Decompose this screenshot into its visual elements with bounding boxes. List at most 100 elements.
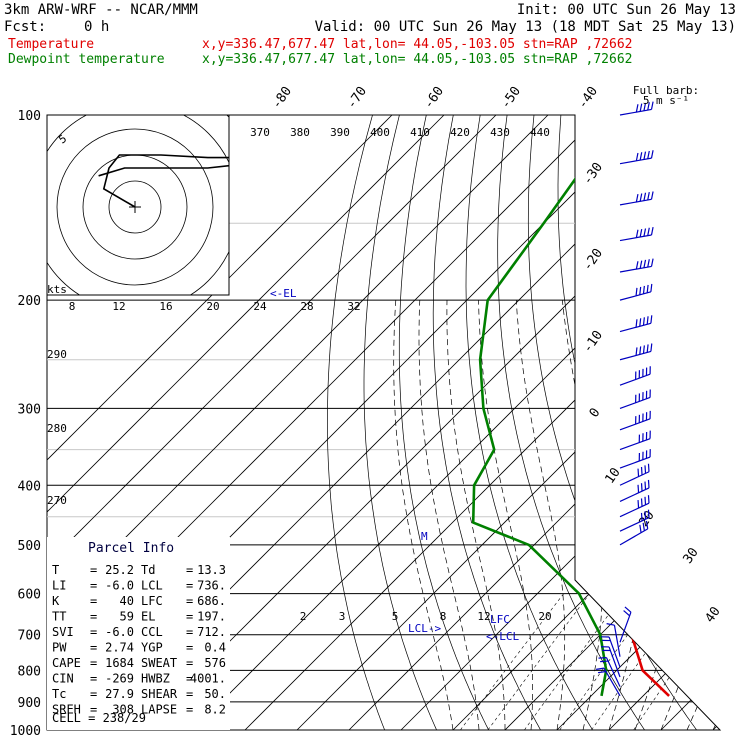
dry-adiabat-line bbox=[669, 115, 740, 730]
wind-barb bbox=[620, 315, 652, 331]
parcel-info-cell: = bbox=[186, 656, 193, 670]
wind-barb-flag bbox=[642, 467, 643, 475]
wind-barb bbox=[620, 259, 653, 272]
moist-adiabat-line bbox=[713, 300, 740, 730]
wind-barb-flag bbox=[647, 285, 648, 293]
wind-barb-flag bbox=[640, 525, 641, 533]
pressure-tick-label: 200 bbox=[18, 294, 41, 309]
theta-label: 370 bbox=[250, 126, 270, 139]
parcel-info-cell: SVI bbox=[52, 625, 74, 639]
dry-adiabat-line bbox=[696, 115, 740, 730]
wind-barb-flag bbox=[648, 495, 649, 503]
hodograph-kts-label: kts bbox=[47, 283, 67, 296]
dry-adiabat-line bbox=[364, 115, 437, 730]
wind-barb-flag bbox=[636, 347, 637, 355]
hodo-speed-label: 16 bbox=[159, 300, 172, 313]
wind-barb-flag bbox=[640, 104, 642, 112]
wind-barb-flag bbox=[624, 611, 630, 616]
wind-barb-flag bbox=[600, 661, 608, 662]
wind-barb-flag bbox=[648, 192, 650, 200]
legend-dewpoint-info: x,y=336.47,677.47 lat,lon= 44.05,-103.05… bbox=[202, 52, 632, 67]
parcel-info-cell: CCL bbox=[141, 625, 163, 639]
wind-barb-flag bbox=[640, 287, 641, 295]
wind-barb-flag bbox=[640, 229, 642, 237]
isotherm-label: -10 bbox=[580, 328, 606, 356]
theta-label: 390 bbox=[330, 126, 350, 139]
wind-barb bbox=[620, 411, 650, 430]
wind-barb-flag bbox=[638, 485, 639, 493]
parcel-info-cell: = bbox=[90, 672, 97, 686]
moist-adiabat-line bbox=[516, 300, 564, 730]
wind-barb-flag bbox=[644, 260, 646, 268]
wind-barb bbox=[620, 366, 650, 385]
parcel-info-cell: = bbox=[186, 610, 193, 624]
dry-adiabat-line bbox=[399, 115, 488, 730]
hodo-speed-label: 20 bbox=[206, 300, 219, 313]
wind-barb-flag bbox=[652, 150, 654, 158]
isotherm-label: -30 bbox=[580, 160, 606, 188]
theta-label: 380 bbox=[290, 126, 310, 139]
header-valid: Valid: 00 UTC Sun 26 May 13 (18 MDT Sat … bbox=[315, 19, 736, 35]
parcel-info-cell: LFC bbox=[141, 594, 163, 608]
header-model: 3km ARW-WRF -- NCAR/MMM bbox=[4, 2, 198, 18]
parcel-info-cell: 736. bbox=[197, 579, 226, 593]
wind-barb-flag bbox=[648, 464, 649, 472]
hodo-speed-label: 24 bbox=[253, 300, 267, 313]
hodo-speed-label: 28 bbox=[300, 300, 313, 313]
isotherm-label: -60 bbox=[421, 84, 447, 112]
parcel-info-cell: 4001. bbox=[190, 672, 226, 686]
parcel-info-cell: TT bbox=[52, 610, 66, 624]
parcel-info-cell: = bbox=[90, 563, 97, 577]
moist-adiabat-line bbox=[479, 300, 533, 730]
parcel-info-cell: = bbox=[90, 687, 97, 701]
parcel-info-cell: CIN bbox=[52, 672, 74, 686]
wind-barb-flag bbox=[640, 346, 641, 354]
level-marker: <-LCL bbox=[486, 630, 519, 643]
pressure-tick-label: 800 bbox=[18, 664, 41, 679]
dry-adiabat-line bbox=[722, 115, 740, 730]
wind-barb-flag bbox=[651, 284, 652, 292]
wind-barb-flag bbox=[640, 193, 642, 201]
parcel-info-cell: = bbox=[186, 703, 193, 717]
mixing-ratio-label: 2 bbox=[300, 610, 307, 623]
theta-label: 420 bbox=[450, 126, 470, 139]
wind-barb-flag bbox=[645, 465, 646, 473]
parcel-info-cell: SHEAR bbox=[141, 687, 178, 701]
parcel-info-cell: = bbox=[90, 656, 97, 670]
wind-barb-flag bbox=[598, 658, 606, 659]
dewpoint-profile bbox=[473, 115, 621, 696]
pressure-tick-label: 900 bbox=[18, 696, 41, 711]
isotherm-line bbox=[401, 115, 740, 730]
wind-barb-flag bbox=[636, 104, 638, 112]
parcel-info-cell: 27.9 bbox=[105, 687, 134, 701]
wind-barb bbox=[620, 191, 653, 204]
wind-barb-flag bbox=[642, 513, 643, 521]
wind-barb-flag bbox=[651, 343, 652, 351]
dry-adiabat-line bbox=[327, 115, 384, 730]
wind-barb bbox=[620, 607, 631, 642]
parcel-cell: CELL = 238/29 bbox=[52, 711, 146, 725]
wind-barb bbox=[596, 668, 620, 696]
isotherm-line bbox=[609, 115, 740, 730]
pressure-tick-label: 500 bbox=[18, 539, 41, 554]
parcel-info-cell: K bbox=[52, 594, 60, 608]
dry-adiabat-label: 280 bbox=[47, 422, 67, 435]
wind-barb-shaft bbox=[620, 397, 650, 408]
wind-barb-shaft bbox=[620, 529, 648, 545]
isotherm-line bbox=[193, 115, 740, 730]
parcel-info-cell: LI bbox=[52, 579, 66, 593]
isotherm-line bbox=[505, 115, 740, 730]
wind-barb-flag bbox=[607, 624, 615, 626]
wind-barb-flag bbox=[640, 318, 641, 326]
isotherm-line bbox=[713, 115, 740, 730]
dry-adiabat-line bbox=[558, 115, 740, 730]
wind-barb-shaft bbox=[620, 199, 652, 205]
wind-barb-flag bbox=[640, 261, 642, 269]
barb-legend-line2: 5 m s⁻¹ bbox=[643, 94, 689, 107]
wind-barb-flag bbox=[636, 230, 638, 238]
wind-barb-flag bbox=[644, 152, 646, 160]
moist-adiabat-line bbox=[447, 300, 505, 730]
parcel-info-cell: = bbox=[90, 625, 97, 639]
isotherm-line bbox=[141, 115, 740, 730]
